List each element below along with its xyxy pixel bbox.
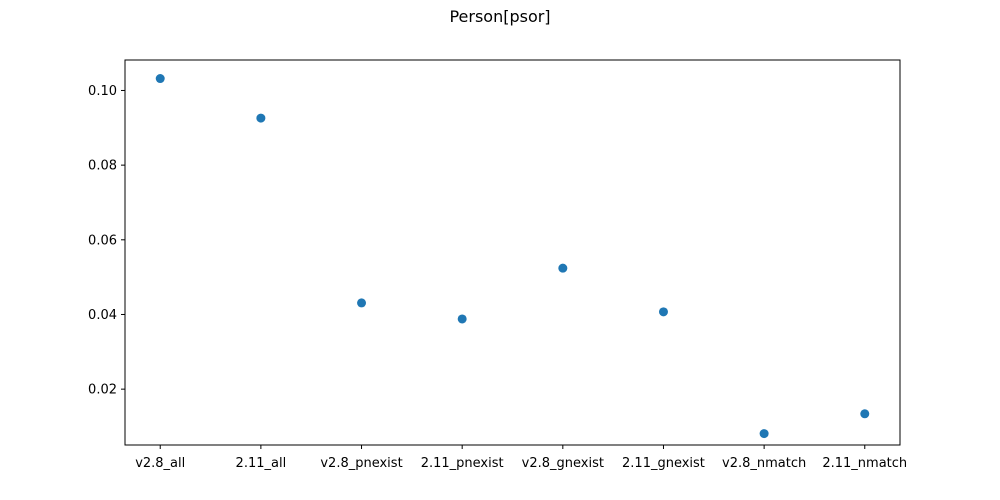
- data-point: [256, 113, 266, 123]
- y-tick-label: 0.10: [88, 84, 117, 99]
- y-axis-ticks: 0.02 0.04 0.06 0.08 0.10: [88, 84, 125, 398]
- x-tick-label: 2.11_all: [236, 456, 287, 471]
- x-tick-label: v2.8_all: [135, 456, 185, 471]
- data-point: [155, 74, 165, 84]
- x-tick-label: 2.11_nmatch: [822, 456, 907, 471]
- data-point: [658, 307, 668, 317]
- y-tick-label: 0.06: [88, 233, 117, 248]
- data-point: [457, 314, 467, 324]
- axes-group: [124, 59, 901, 446]
- x-tick-label: 2.11_pnexist: [421, 456, 504, 471]
- y-tick-label: 0.08: [88, 159, 117, 174]
- y-tick-label: 0.04: [88, 308, 117, 323]
- data-point: [860, 409, 870, 419]
- data-point: [357, 298, 367, 308]
- x-tick-label: v2.8_nmatch: [722, 456, 806, 471]
- data-points: [155, 74, 870, 439]
- data-point: [558, 263, 568, 273]
- x-tick-label: v2.8_gnexist: [522, 456, 604, 471]
- data-point: [759, 429, 769, 439]
- y-tick-label: 0.02: [88, 383, 117, 398]
- x-axis-ticks: v2.8_all 2.11_all v2.8_pnexist 2.11_pnexist…: [135, 445, 907, 471]
- x-tick-label: 2.11_gnexist: [622, 456, 705, 471]
- plot-frame: [124, 59, 901, 446]
- x-tick-label: v2.8_pnexist: [320, 456, 402, 471]
- chart-title: Person[psor]: [449, 7, 551, 26]
